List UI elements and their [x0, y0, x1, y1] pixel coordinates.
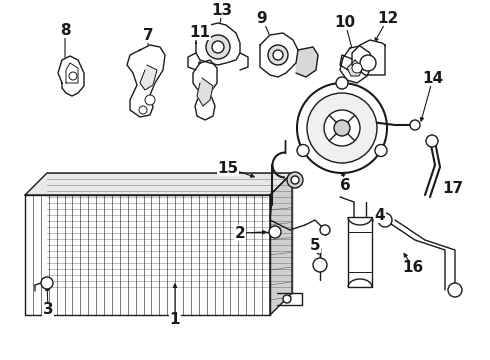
Circle shape — [145, 95, 155, 105]
Circle shape — [297, 144, 309, 157]
Polygon shape — [352, 40, 385, 75]
Circle shape — [291, 176, 299, 184]
Circle shape — [41, 277, 53, 289]
Circle shape — [448, 283, 462, 297]
Text: 17: 17 — [442, 180, 464, 195]
Circle shape — [269, 226, 281, 238]
Text: 9: 9 — [257, 10, 268, 26]
Text: 10: 10 — [335, 14, 356, 30]
Polygon shape — [58, 56, 84, 96]
Circle shape — [378, 213, 392, 227]
Circle shape — [268, 45, 288, 65]
Polygon shape — [340, 46, 373, 83]
Polygon shape — [347, 60, 363, 76]
Circle shape — [206, 35, 230, 59]
Polygon shape — [193, 60, 217, 120]
Circle shape — [287, 172, 303, 188]
Circle shape — [410, 120, 420, 130]
Text: 12: 12 — [377, 10, 399, 26]
Circle shape — [330, 120, 340, 130]
Polygon shape — [196, 23, 240, 65]
Circle shape — [69, 72, 77, 80]
Text: 16: 16 — [402, 261, 424, 275]
Circle shape — [273, 50, 283, 60]
Text: 2: 2 — [235, 225, 245, 240]
Polygon shape — [270, 173, 292, 315]
Polygon shape — [25, 195, 270, 315]
Text: 4: 4 — [375, 207, 385, 222]
Text: 1: 1 — [170, 312, 180, 328]
Circle shape — [426, 135, 438, 147]
Text: 7: 7 — [143, 27, 153, 42]
Text: 6: 6 — [340, 177, 350, 193]
Circle shape — [212, 41, 224, 53]
Text: 11: 11 — [190, 24, 211, 40]
Circle shape — [313, 258, 327, 272]
Circle shape — [352, 63, 362, 73]
Text: 14: 14 — [422, 71, 443, 86]
Text: 3: 3 — [43, 302, 53, 318]
Text: 15: 15 — [218, 161, 239, 176]
Polygon shape — [25, 173, 292, 195]
Polygon shape — [296, 47, 318, 77]
Polygon shape — [47, 173, 292, 293]
Circle shape — [139, 106, 147, 114]
Circle shape — [320, 225, 330, 235]
Text: 13: 13 — [212, 3, 233, 18]
Circle shape — [334, 120, 350, 136]
Circle shape — [360, 55, 376, 71]
Circle shape — [336, 77, 348, 89]
Polygon shape — [197, 78, 213, 106]
Circle shape — [375, 144, 387, 157]
Circle shape — [297, 83, 387, 173]
Circle shape — [283, 295, 291, 303]
Polygon shape — [348, 217, 372, 287]
Polygon shape — [140, 65, 157, 90]
Circle shape — [324, 110, 360, 146]
Text: 5: 5 — [310, 238, 320, 252]
Text: 8: 8 — [60, 23, 70, 37]
Polygon shape — [260, 33, 298, 77]
Polygon shape — [127, 45, 165, 117]
Circle shape — [307, 93, 377, 163]
